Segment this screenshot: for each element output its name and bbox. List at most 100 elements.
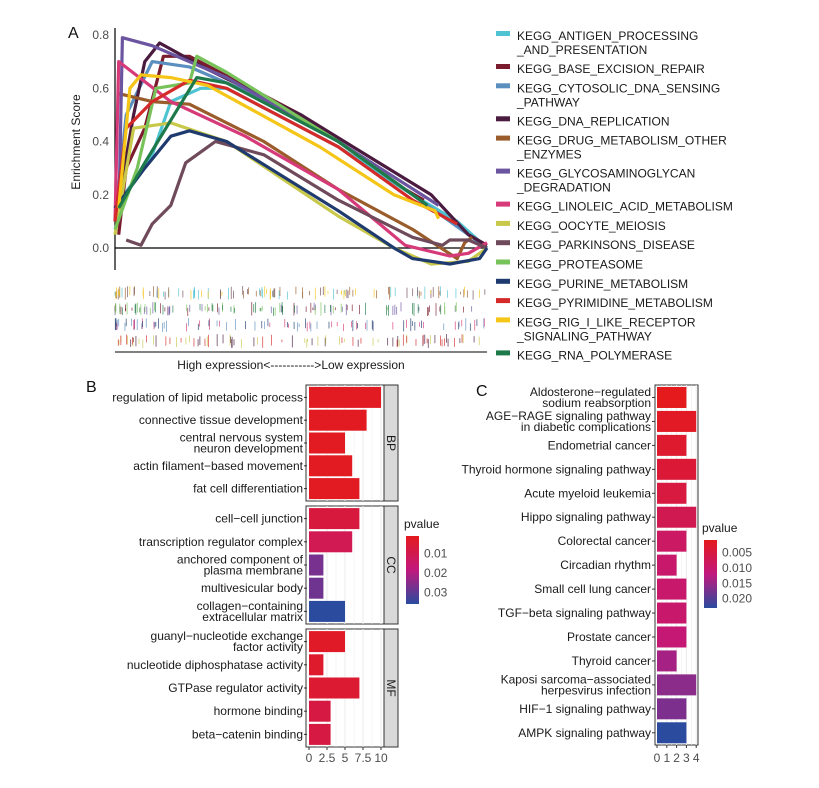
legend-label: KEGG_OOCYTE_MEIOSIS <box>517 219 666 233</box>
category-label: Hippo signaling pathway <box>521 510 651 524</box>
es-curve-6 <box>113 60 488 258</box>
legend-title: pvalue <box>702 521 738 535</box>
es-curve-13 <box>117 76 429 209</box>
x-tick-label: 1 <box>663 751 670 765</box>
y-tick-label: 0.0 <box>92 241 109 255</box>
category-label: Prostate cancer <box>567 630 651 644</box>
legend-title: pvalue <box>404 517 440 531</box>
category-label: AGE−RAGE signaling pathway <box>486 409 651 423</box>
bar <box>657 410 697 432</box>
legend-label: _PATHWAY <box>516 95 580 109</box>
category-label: Aldosterone−regulated <box>530 385 651 399</box>
colorbar <box>704 540 717 608</box>
legend-label: KEGG_PROTEASOME <box>517 258 643 272</box>
bar <box>309 432 345 454</box>
legend-label: KEGG_DRUG_METABOLISM_OTHER <box>517 134 727 148</box>
bar <box>309 723 331 745</box>
bar <box>657 386 687 408</box>
legend-swatch-6 <box>496 201 510 207</box>
category-label: GTPase regulator activity <box>168 681 303 695</box>
facet-strip <box>383 505 399 625</box>
legend-swatch-7 <box>496 220 510 226</box>
legend-label: _ENZYMES <box>516 148 582 162</box>
category-label: multivesicular body <box>201 581 303 595</box>
facet-strip-label: BP <box>384 435 398 451</box>
legend-swatch-11 <box>496 298 510 304</box>
category-label: Colorectal cancer <box>558 534 651 548</box>
bar <box>309 409 367 431</box>
category-label: fat cell differentiation <box>193 482 303 496</box>
category-label: central nervous system <box>180 431 303 445</box>
bar <box>309 677 360 699</box>
bar <box>657 626 687 648</box>
y-axis-title: Enrichment Score <box>69 94 83 190</box>
colorbar-tick-label: 0.02 <box>424 566 448 580</box>
colorbar-tick-label: 0.020 <box>722 592 752 606</box>
facet-strip-label: CC <box>384 556 398 574</box>
legend-label: KEGG_DNA_REPLICATION <box>517 114 669 128</box>
bar <box>657 674 697 696</box>
es-curve-10 <box>113 129 489 266</box>
bar <box>309 554 324 576</box>
category-label: cell−cell junction <box>215 512 303 526</box>
category-label: extracellular matrix <box>202 610 303 624</box>
x-tick-label: 7.5 <box>355 751 372 765</box>
category-label: Thyroid hormone signaling pathway <box>462 462 651 476</box>
x-tick-label: 0 <box>654 751 661 765</box>
y-tick-label: 0.8 <box>92 28 109 42</box>
legend-label: KEGG_LINOLEIC_ACID_METABOLISM <box>517 200 733 214</box>
bar <box>309 478 360 500</box>
bar <box>309 577 324 599</box>
category-label: Kaposi sarcoma−associated <box>501 672 651 686</box>
gsea-plot: 0.0 0.2 0.4 0.6 0.8 Enrichment Score High expr… <box>69 28 733 372</box>
category-label: regulation of lipid metabolic process <box>112 390 303 404</box>
category-label: neuron development <box>194 442 304 456</box>
x-tick-label: 2.5 <box>319 751 336 765</box>
category-label: factor activity <box>233 640 303 654</box>
bar <box>657 554 677 576</box>
legend-label: _AND_PRESENTATION <box>516 43 647 57</box>
y-tick-label: 0.4 <box>92 135 109 149</box>
go-bar-chart: BP regulation of lipid metabolic process c… <box>112 384 448 765</box>
category-label: AMPK signaling pathway <box>518 726 651 740</box>
category-label: guanyl−nucleotide exchange <box>151 629 304 643</box>
category-label: plasma membrane <box>204 564 304 578</box>
bar <box>657 698 687 720</box>
category-label: Acute myeloid leukemia <box>524 486 651 500</box>
es-curve-12 <box>117 73 441 220</box>
legend-swatch-1 <box>496 64 510 69</box>
es-curve-3 <box>113 41 488 247</box>
category-label: beta−catenin binding <box>192 727 303 741</box>
legend-swatch-3 <box>496 116 510 122</box>
y-tick-label: 0.6 <box>92 81 109 95</box>
colorbar-tick-label: 0.03 <box>424 585 448 599</box>
colorbar-tick-label: 0.01 <box>424 546 448 560</box>
legend-label: KEGG_PYRIMIDINE_METABOLISM <box>517 296 713 310</box>
y-tick-label: 0.2 <box>92 188 109 202</box>
bar <box>309 600 345 622</box>
colorbar-tick-label: 0.015 <box>722 576 752 590</box>
bar <box>657 458 697 480</box>
bar <box>657 482 687 504</box>
category-label: Circadian rhythm <box>560 558 651 572</box>
colorbar-tick-label: 0.010 <box>722 561 752 575</box>
bar <box>657 650 677 672</box>
legend-label: KEGG_ANTIGEN_PROCESSING <box>517 29 698 43</box>
facet-strip-label: MF <box>384 679 398 696</box>
legend-swatch-4 <box>496 135 510 141</box>
legend-swatch-2 <box>496 83 510 89</box>
category-label: hormone binding <box>214 704 303 718</box>
x-axis-title: High expression<----------->Low expressi… <box>177 358 404 372</box>
bar <box>657 506 697 528</box>
category-label: anchored component of <box>177 553 304 567</box>
legend-label: _SIGNALING_PATHWAY <box>516 329 652 343</box>
facet-strip <box>383 628 399 748</box>
colorbar <box>406 536 419 604</box>
legend-swatch-0 <box>496 31 510 36</box>
category-label: nucleotide diphosphatase activity <box>127 658 303 672</box>
category-label: connective tissue development <box>139 413 304 427</box>
bar <box>657 722 687 744</box>
legend-swatch-8 <box>496 240 510 246</box>
bar <box>657 578 687 600</box>
